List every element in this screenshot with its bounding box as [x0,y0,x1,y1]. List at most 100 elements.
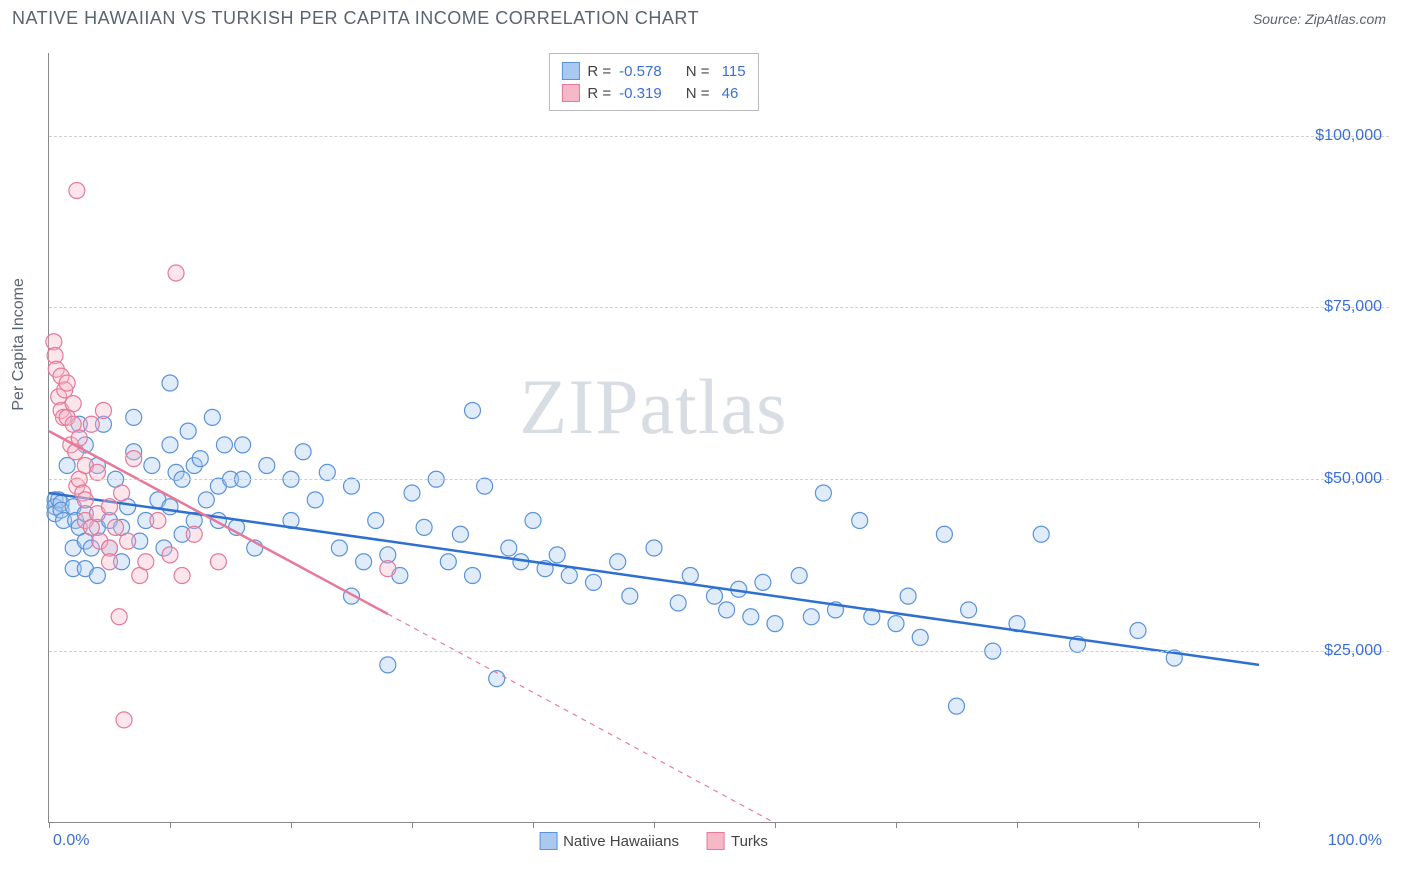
y-tick-label: $25,000 [1324,642,1382,660]
trend-line [49,493,1259,665]
chart-container: Per Capita Income ZIPatlas R =-0.578N = … [0,33,1406,881]
x-tick [1259,822,1260,828]
data-point [610,554,626,570]
data-point [646,540,662,556]
y-axis-label: Per Capita Income [10,278,28,411]
data-point [307,492,323,508]
stat-legend-row: R =-0.319N = 46 [561,82,745,104]
data-point [622,588,638,604]
series-name: Native Hawaiians [563,833,679,850]
x-tick [49,822,50,828]
n-value: 115 [717,63,745,80]
data-point [501,540,517,556]
data-point [162,437,178,453]
data-point [126,409,142,425]
x-tick [412,822,413,828]
series-legend-item: Native Hawaiians [539,832,679,850]
data-point [89,568,105,584]
x-tick [533,822,534,828]
y-tick-label: $75,000 [1324,298,1382,316]
stat-legend-row: R =-0.578N = 115 [561,60,745,82]
data-point [95,403,111,419]
data-point [440,554,456,570]
x-tick [1017,822,1018,828]
data-point [549,547,565,563]
y-tick-label: $50,000 [1324,470,1382,488]
data-point [331,540,347,556]
data-point [186,526,202,542]
data-point [235,437,251,453]
data-point [452,526,468,542]
plot-area: ZIPatlas R =-0.578N = 115R =-0.319N = 46… [48,53,1258,823]
data-point [138,554,154,570]
data-point [295,444,311,460]
data-point [180,423,196,439]
series-legend-item: Turks [707,832,768,850]
data-point [477,478,493,494]
x-axis-min-label: 0.0% [53,832,89,850]
data-point [404,485,420,501]
r-label: R = [587,85,611,102]
data-point [803,609,819,625]
data-point [259,458,275,474]
data-point [162,499,178,515]
data-point [815,485,831,501]
data-point [114,485,130,501]
data-point [767,616,783,632]
data-point [198,492,214,508]
r-value: -0.578 [619,63,662,80]
data-point [83,416,99,432]
legend-swatch [561,84,579,102]
data-point [168,265,184,281]
y-tick-label: $100,000 [1315,127,1382,145]
data-point [755,574,771,590]
data-point [791,568,807,584]
data-point [120,533,136,549]
x-tick [775,822,776,828]
data-point [59,458,75,474]
data-point [465,403,481,419]
data-point [525,513,541,529]
data-point [162,547,178,563]
x-tick [896,822,897,828]
data-point [719,602,735,618]
data-point [380,657,396,673]
data-point [912,629,928,645]
chart-title: NATIVE HAWAIIAN VS TURKISH PER CAPITA IN… [12,8,699,29]
series-name: Turks [731,833,768,850]
data-point [707,588,723,604]
data-point [368,513,384,529]
r-label: R = [587,63,611,80]
gridline [49,479,1389,480]
data-point [380,561,396,577]
data-point [670,595,686,611]
gridline [49,136,1389,137]
series-legend: Native Hawaiians Turks [539,832,768,850]
data-point [465,568,481,584]
data-point [319,464,335,480]
scatter-svg [49,53,1258,822]
data-point [108,519,124,535]
x-tick [291,822,292,828]
data-point [936,526,952,542]
data-point [949,698,965,714]
data-point [102,499,118,515]
source-attribution: Source: ZipAtlas.com [1253,11,1386,27]
correlation-legend: R = -0.578 N = 115 R =-0.319N = 46 [548,53,758,111]
x-tick [1138,822,1139,828]
data-point [961,602,977,618]
data-point [144,458,160,474]
data-point [162,375,178,391]
n-label: N = [686,85,710,102]
gridline [49,307,1389,308]
data-point [561,568,577,584]
data-point [1033,526,1049,542]
data-point [111,609,127,625]
data-point [743,609,759,625]
data-point [150,513,166,529]
data-point [416,519,432,535]
legend-swatch [707,832,725,850]
x-axis-max-label: 100.0% [1328,832,1382,850]
data-point [344,478,360,494]
data-point [356,554,372,570]
